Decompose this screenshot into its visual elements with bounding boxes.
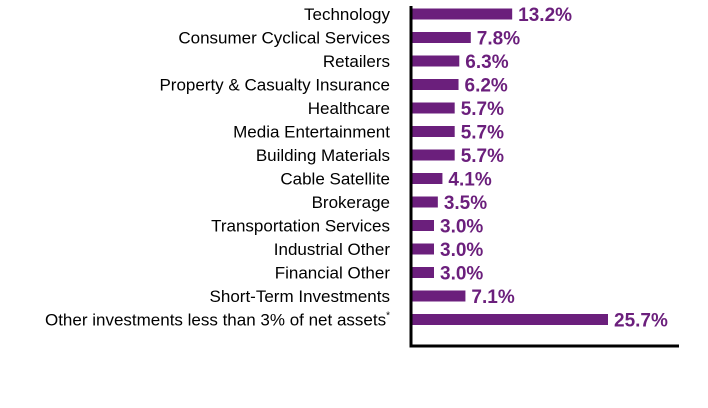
category-label: Industrial Other bbox=[274, 240, 391, 259]
category-label: Retailers bbox=[323, 52, 390, 71]
category-label: Transportation Services bbox=[211, 217, 390, 236]
category-label: Media Entertainment bbox=[233, 123, 390, 142]
category-label-text: Media Entertainment bbox=[233, 123, 390, 142]
category-label: Technology bbox=[304, 5, 391, 24]
data-label: 7.8% bbox=[477, 29, 520, 50]
bar bbox=[411, 314, 608, 325]
data-label: 3.0% bbox=[440, 240, 483, 261]
category-label-text: Retailers bbox=[323, 52, 390, 71]
category-label: Short-Term Investments bbox=[210, 287, 390, 306]
category-label: Consumer Cyclical Services bbox=[178, 29, 390, 48]
category-label-text: Short-Term Investments bbox=[210, 287, 390, 306]
data-label: 3.0% bbox=[440, 217, 483, 238]
bar bbox=[411, 32, 471, 43]
category-label-text: Consumer Cyclical Services bbox=[178, 29, 390, 48]
footnote-marker: * bbox=[386, 311, 390, 322]
bar bbox=[411, 267, 434, 278]
category-label: Cable Satellite bbox=[280, 170, 390, 189]
bar bbox=[411, 126, 455, 137]
category-label: Healthcare bbox=[308, 99, 390, 118]
category-label-text: Financial Other bbox=[275, 264, 391, 283]
category-label-text: Healthcare bbox=[308, 99, 390, 118]
category-label: Building Materials bbox=[256, 146, 390, 165]
category-labels-group: Technology Consumer Cyclical Services Reta… bbox=[45, 5, 391, 330]
data-label: 7.1% bbox=[471, 287, 514, 308]
category-label: Other investments less than 3% of net as… bbox=[45, 311, 390, 330]
bar bbox=[411, 220, 434, 231]
value-labels-group: 13.2%7.8%6.3%6.2%5.7%5.7%5.7%4.1%3.5%3.0… bbox=[440, 5, 668, 332]
category-label: Property & Casualty Insurance bbox=[159, 76, 390, 95]
category-label-text: Brokerage bbox=[312, 193, 390, 212]
bar bbox=[411, 290, 466, 302]
bar bbox=[411, 173, 443, 184]
category-label-text: Transportation Services bbox=[211, 217, 390, 236]
bar bbox=[411, 243, 434, 255]
bar bbox=[411, 55, 460, 67]
category-label-text: Industrial Other bbox=[274, 240, 391, 259]
data-label: 13.2% bbox=[518, 5, 572, 26]
data-label: 3.0% bbox=[440, 264, 483, 285]
bar bbox=[411, 149, 455, 161]
bars-group bbox=[411, 8, 608, 325]
data-label: 5.7% bbox=[461, 146, 504, 167]
category-label-text: Building Materials bbox=[256, 146, 390, 165]
bar bbox=[411, 102, 455, 114]
category-label-text: Technology bbox=[304, 5, 391, 24]
bar bbox=[411, 8, 513, 20]
data-label: 25.7% bbox=[614, 311, 668, 332]
bar bbox=[411, 79, 459, 90]
category-label-text: Other investments less than 3% of net as… bbox=[45, 311, 386, 330]
data-label: 6.2% bbox=[465, 76, 508, 97]
data-label: 5.7% bbox=[461, 99, 504, 120]
data-label: 6.3% bbox=[465, 52, 508, 73]
category-label: Financial Other bbox=[275, 264, 391, 283]
data-label: 5.7% bbox=[461, 123, 504, 144]
bar bbox=[411, 196, 438, 208]
category-label-text: Property & Casualty Insurance bbox=[159, 76, 390, 95]
data-label: 4.1% bbox=[448, 170, 491, 191]
data-label: 3.5% bbox=[444, 193, 487, 214]
category-label-text: Cable Satellite bbox=[280, 170, 390, 189]
category-label: Brokerage bbox=[312, 193, 390, 212]
